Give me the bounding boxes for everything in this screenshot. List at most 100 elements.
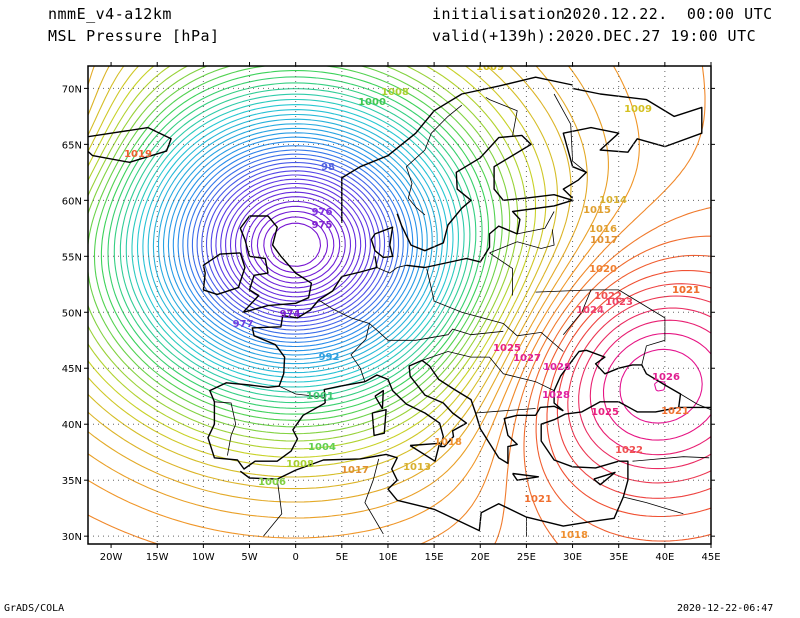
lon-tick-label: 45E bbox=[701, 552, 720, 563]
isobar bbox=[172, 136, 419, 352]
lat-tick-label: 50N bbox=[62, 308, 82, 319]
country-border bbox=[318, 299, 370, 382]
country-border bbox=[263, 479, 283, 537]
isobar bbox=[88, 66, 558, 478]
contour-label: 1008 bbox=[286, 459, 314, 470]
isobar bbox=[250, 205, 341, 284]
isobar bbox=[556, 283, 711, 499]
country-border bbox=[364, 458, 384, 535]
isobar bbox=[602, 332, 711, 441]
footer-software: GrADS/COLA bbox=[4, 603, 65, 614]
coastline bbox=[202, 252, 246, 296]
country-border bbox=[680, 393, 711, 411]
country-border bbox=[553, 93, 587, 173]
contour-label: 1016 bbox=[589, 224, 617, 235]
coastline bbox=[593, 471, 616, 486]
coastline bbox=[512, 472, 540, 481]
country-border bbox=[214, 401, 237, 456]
isobar bbox=[88, 66, 537, 458]
coastline bbox=[406, 199, 573, 269]
lat-tick-label: 60N bbox=[62, 196, 82, 207]
isobar bbox=[182, 145, 409, 343]
lon-tick-label: 15W bbox=[146, 552, 169, 563]
coastline bbox=[371, 409, 387, 437]
coastline bbox=[341, 76, 573, 223]
lon-tick-label: 20E bbox=[471, 552, 490, 563]
isobar bbox=[157, 123, 433, 365]
contour-label: 1015 bbox=[583, 205, 611, 216]
contour-label: 977 bbox=[233, 319, 254, 330]
lat-tick-label: 35N bbox=[62, 476, 82, 487]
contour-label: 974 bbox=[280, 309, 301, 320]
lon-tick-label: 5E bbox=[335, 552, 348, 563]
isobar-field bbox=[88, 66, 711, 544]
isobar bbox=[107, 76, 483, 409]
contour-label: 1009 bbox=[476, 62, 504, 73]
valid-value: 2020.DEC.27 19:00 UTC bbox=[556, 27, 757, 45]
lat-tick-label: 55N bbox=[62, 252, 82, 263]
lon-tick-label: 5W bbox=[241, 552, 257, 563]
coastline bbox=[251, 256, 378, 387]
contour-label: 976 bbox=[312, 207, 333, 218]
isobar bbox=[234, 191, 357, 298]
init-value: 2020.12.22. 00:00 UTC bbox=[563, 5, 773, 23]
contour-label: 1022 bbox=[594, 291, 622, 302]
map-frame bbox=[87, 65, 712, 545]
lon-tick-label: 30E bbox=[563, 552, 582, 563]
country-border bbox=[591, 289, 666, 365]
contour-label: 1028 bbox=[543, 362, 571, 373]
isobar bbox=[523, 235, 711, 544]
lat-tick-label: 45N bbox=[62, 364, 82, 375]
isobar bbox=[88, 66, 588, 503]
contour-label: 1000 bbox=[358, 97, 386, 108]
contour-label: 1017 bbox=[341, 465, 369, 476]
contour-label: 1028 bbox=[542, 390, 570, 401]
contour-label: 1017 bbox=[590, 235, 618, 246]
isobar bbox=[187, 149, 404, 339]
lon-tick-label: 20W bbox=[100, 552, 123, 563]
isobar bbox=[191, 153, 400, 335]
isobar bbox=[240, 196, 352, 293]
isobar bbox=[494, 206, 711, 544]
lat-tick-label: 70N bbox=[62, 84, 82, 95]
isobar bbox=[131, 98, 459, 388]
contour-label: 1018 bbox=[560, 530, 588, 541]
isobar bbox=[100, 70, 490, 415]
coastline bbox=[239, 349, 682, 532]
isobar bbox=[88, 66, 547, 468]
country-border bbox=[535, 289, 592, 335]
country-border bbox=[475, 408, 536, 414]
contour-label: 1009 bbox=[624, 104, 652, 115]
latitude-axis: 70N 65N 60N 55N 50N 45N 40N 35N 30N bbox=[62, 84, 715, 543]
isobar bbox=[535, 254, 711, 542]
isobar bbox=[220, 178, 371, 311]
isobar bbox=[210, 170, 381, 319]
country-border bbox=[489, 229, 555, 254]
footer-timestamp: 2020-12-22-06:47 bbox=[677, 603, 774, 614]
contour-label: 1006 bbox=[258, 477, 286, 488]
lat-tick-label: 65N bbox=[62, 140, 82, 151]
isobar bbox=[113, 82, 477, 404]
isobar bbox=[125, 93, 465, 393]
country-border bbox=[632, 456, 710, 462]
isobar bbox=[196, 157, 395, 331]
country-border bbox=[369, 323, 504, 341]
valid-label: valid(+139h): bbox=[432, 27, 556, 45]
coastline bbox=[323, 359, 564, 465]
contour-label: 1014 bbox=[599, 195, 627, 206]
lat-tick-label: 30N bbox=[62, 532, 82, 543]
contour-label: 1021 bbox=[661, 406, 689, 417]
coastline bbox=[562, 87, 703, 199]
isobar bbox=[215, 174, 376, 315]
contour-label: 98 bbox=[321, 162, 335, 173]
lon-tick-label: 40E bbox=[655, 552, 674, 563]
contour-label: 1019 bbox=[124, 149, 152, 160]
contour-label: 1027 bbox=[513, 353, 541, 364]
country-border bbox=[278, 385, 326, 398]
country-border bbox=[376, 264, 407, 274]
contour-label: 1024 bbox=[576, 305, 604, 316]
lon-tick-label: 35E bbox=[609, 552, 628, 563]
isobar bbox=[245, 200, 346, 289]
isobar bbox=[167, 132, 423, 356]
isobar bbox=[229, 187, 362, 302]
